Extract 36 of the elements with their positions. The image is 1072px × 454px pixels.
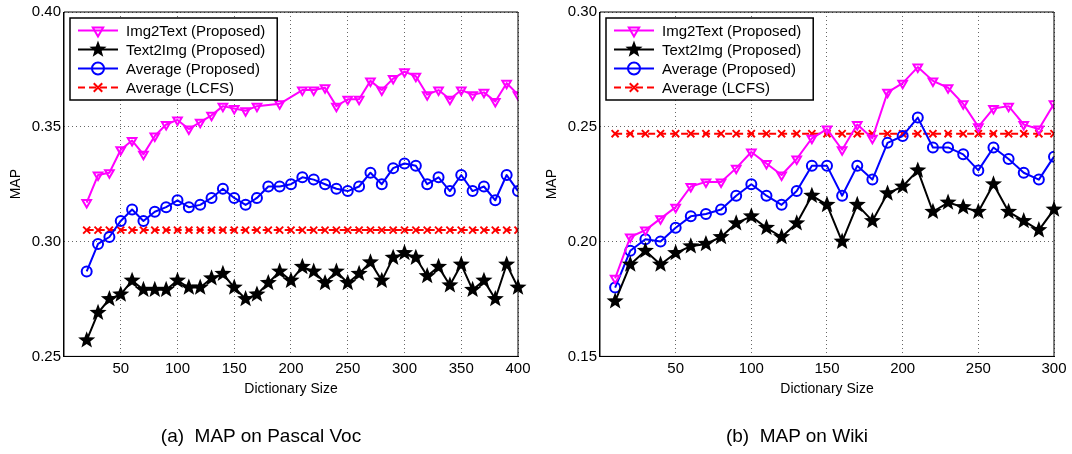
x-tick-label: 200	[890, 358, 916, 376]
x-tick-label: 350	[448, 358, 474, 376]
legend-label: Average (Proposed)	[125, 59, 260, 77]
x-axis-title: Dictionary Size	[780, 379, 874, 396]
legend-label: Average (Proposed)	[661, 59, 796, 77]
legend-label: Img2Text (Proposed)	[661, 21, 802, 39]
x-tick-label: 50	[112, 358, 130, 376]
x-tick-label: 200	[278, 358, 304, 376]
legend-label: Average (LCFS)	[661, 78, 771, 96]
y-tick-label: 0.25	[567, 116, 597, 134]
legend-label: Text2Img (Proposed)	[125, 40, 266, 58]
y-tick-label: 0.40	[31, 2, 61, 20]
x-tick-label: 250	[335, 358, 361, 376]
text: (a) MAP on Pascal Voc	[160, 424, 362, 446]
y-tick-label: 0.25	[31, 346, 61, 364]
x-axis-title: Dictionary Size	[244, 379, 338, 396]
text: (b) MAP on Wiki	[725, 424, 869, 446]
y-tick-label: 0.15	[567, 346, 597, 364]
y-tick-label: 0.35	[31, 116, 61, 134]
x-tick-label: 100	[164, 358, 191, 376]
y-axis-title: MAP	[7, 169, 24, 200]
x-tick-label: 300	[391, 358, 418, 376]
x-tick-label: 100	[738, 358, 764, 376]
legend-label: Text2Img (Proposed)	[661, 40, 802, 58]
y-axis-title: MAP	[543, 169, 560, 200]
x-tick-label: 300	[1041, 358, 1067, 376]
x-tick-label: 150	[814, 358, 840, 376]
x-tick-label: 150	[221, 358, 247, 376]
legend-label: Average (LCFS)	[125, 78, 235, 96]
x-tick-label: 50	[667, 358, 685, 376]
x-tick-label: 400	[505, 358, 531, 376]
y-tick-label: 0.30	[31, 231, 61, 249]
legend-label: Img2Text (Proposed)	[125, 21, 266, 39]
y-tick-label: 0.30	[567, 2, 597, 20]
y-tick-label: 0.20	[567, 231, 597, 249]
x-tick-label: 250	[965, 358, 991, 376]
